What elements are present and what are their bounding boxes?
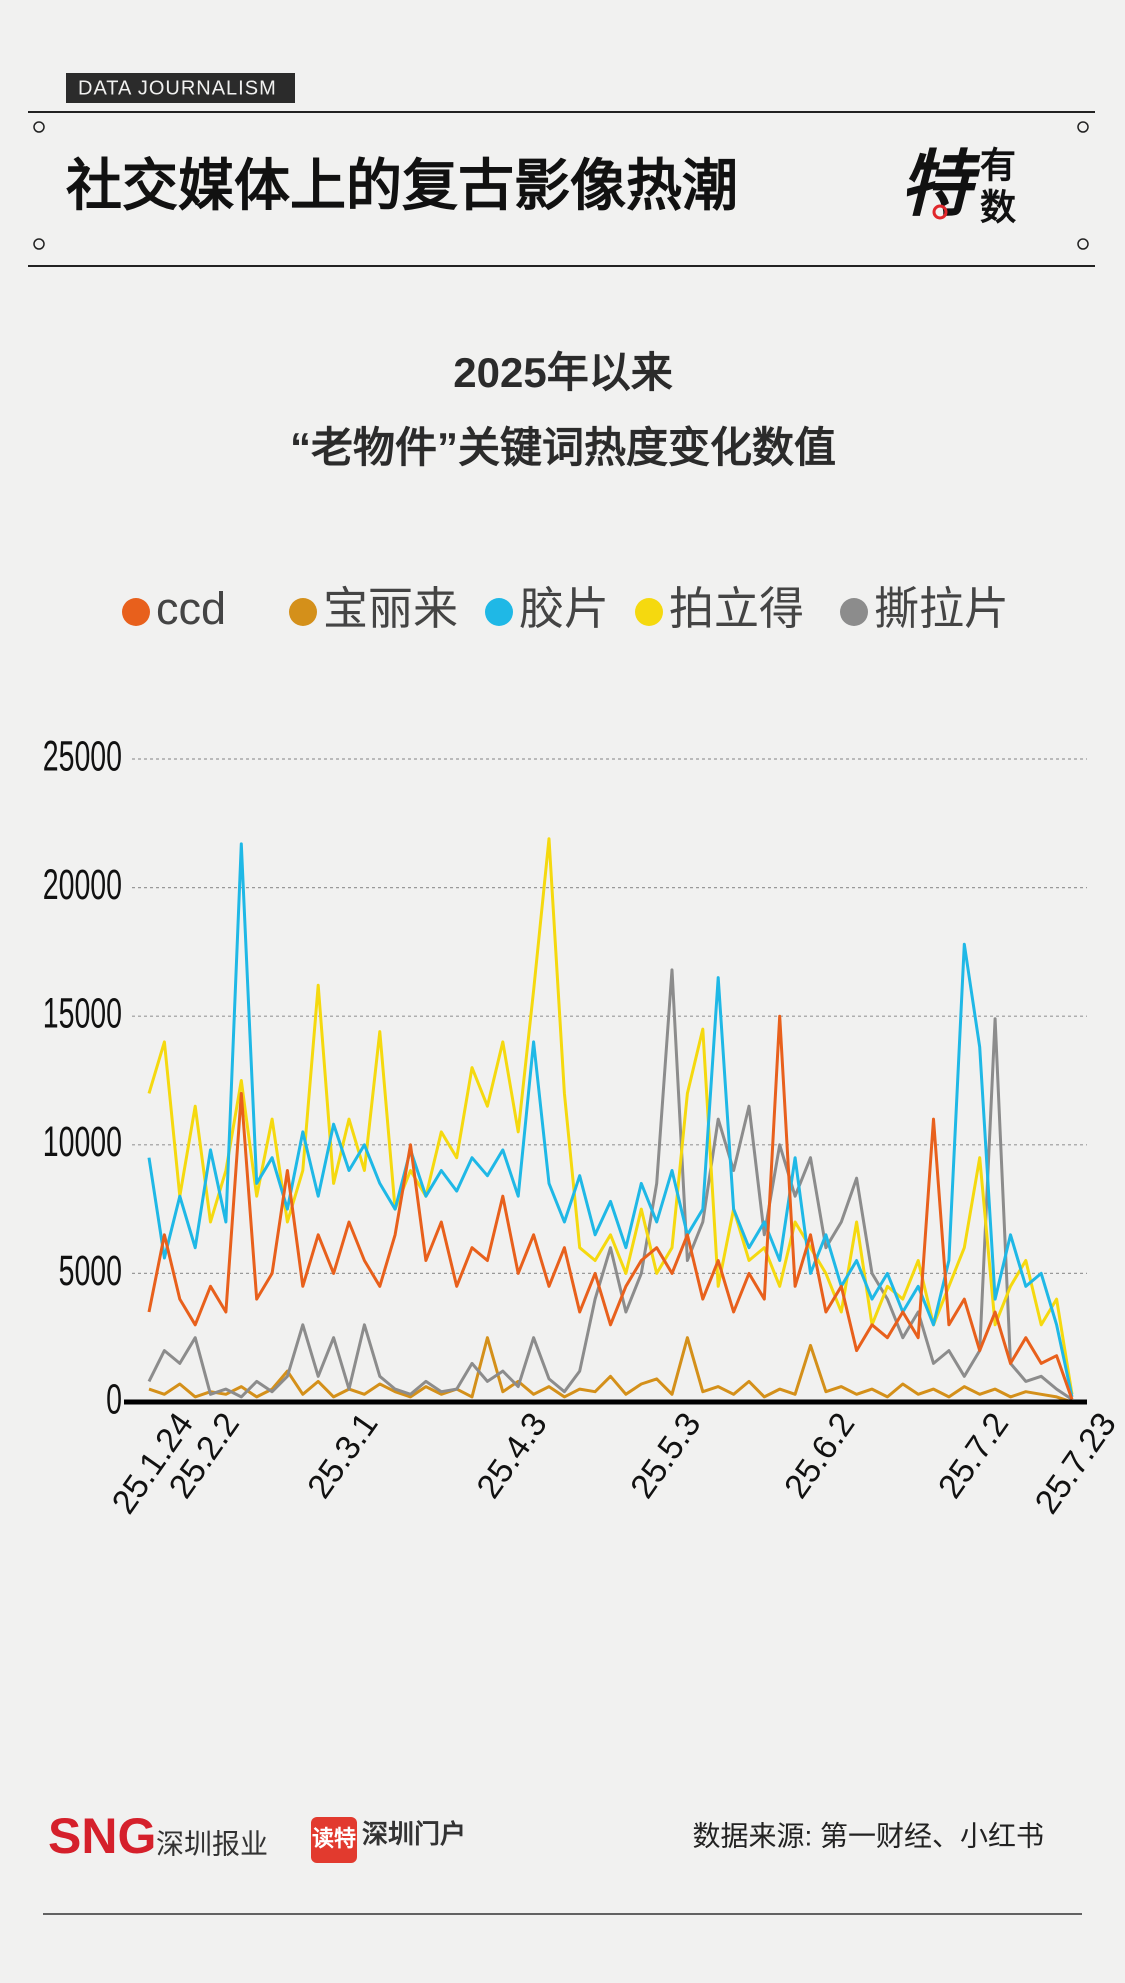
legend-label: 胶片	[519, 583, 609, 634]
tag: DATA JOURNALISM	[78, 77, 277, 99]
legend-label: ccd	[156, 583, 226, 634]
y-tick-label: 25000	[43, 732, 122, 780]
y-tick-label: 20000	[43, 860, 122, 908]
logo-char: 有	[980, 145, 1016, 186]
footer-app: 读特	[312, 1826, 356, 1851]
legend-swatch	[485, 598, 513, 626]
footer-source: 数据来源: 第一财经、小红书	[692, 1820, 1044, 1851]
corner-dot	[1077, 121, 1089, 133]
series-line	[147, 968, 1073, 1401]
legend-swatch	[122, 598, 150, 626]
app-logo	[311, 1817, 357, 1863]
footer-brand: SNG	[48, 1808, 156, 1864]
chart-subtitle: “老物件”关键词热度变化数值	[290, 424, 836, 471]
corner-dot	[1077, 238, 1089, 250]
corner-dot	[33, 238, 45, 250]
y-tick-label: 15000	[43, 989, 122, 1037]
legend-swatch	[635, 598, 663, 626]
y-tick-label: 0	[106, 1375, 122, 1423]
series-line	[147, 842, 1074, 1398]
logo-char: 数	[980, 187, 1016, 228]
legend-label: 拍立得	[669, 583, 804, 634]
legend-label: 撕拉片	[874, 583, 1009, 634]
y-tick-label: 10000	[43, 1117, 122, 1165]
legend-label: 宝丽来	[323, 583, 458, 634]
page-title: 社交媒体上的复古影像热潮	[66, 154, 738, 217]
chart-title: 2025年以来	[453, 349, 672, 396]
corner-dot	[33, 121, 45, 133]
tag-box	[66, 73, 295, 103]
series-line	[147, 837, 1074, 1395]
logo-accent	[932, 204, 948, 220]
y-tick-label: 5000	[59, 1246, 122, 1294]
series-line	[147, 1014, 1074, 1400]
footer-brand-name: 深圳报业	[156, 1828, 268, 1859]
footer-app-name: 深圳门户	[362, 1819, 466, 1849]
series-line	[148, 1336, 1073, 1404]
legend-swatch	[840, 598, 868, 626]
logo-char: 特	[900, 145, 981, 225]
legend-swatch	[289, 598, 317, 626]
